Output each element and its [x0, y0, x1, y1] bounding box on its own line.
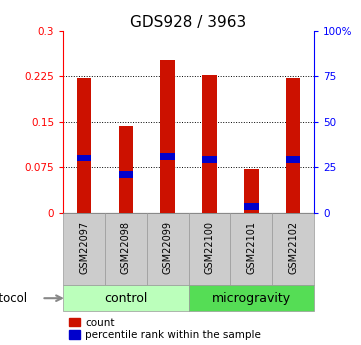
Bar	[118, 126, 133, 213]
Bar	[244, 169, 259, 213]
Bar	[188, 213, 230, 285]
Bar	[202, 75, 217, 213]
Bar	[147, 213, 188, 285]
Bar	[286, 78, 300, 213]
Bar	[244, 203, 259, 210]
Bar	[160, 153, 175, 160]
Bar	[118, 171, 133, 178]
Bar	[202, 156, 217, 162]
Bar	[63, 285, 188, 311]
Bar	[160, 60, 175, 213]
Text: GSM22099: GSM22099	[163, 221, 173, 274]
Text: GSM22100: GSM22100	[205, 221, 214, 274]
Text: microgravity: microgravity	[212, 292, 291, 305]
Text: control: control	[104, 292, 148, 305]
Title: GDS928 / 3963: GDS928 / 3963	[130, 15, 247, 30]
Bar	[188, 285, 314, 311]
Text: GSM22098: GSM22098	[121, 221, 131, 274]
Bar	[77, 155, 91, 161]
Text: protocol: protocol	[0, 292, 28, 305]
Bar	[63, 213, 105, 285]
Text: GSM22101: GSM22101	[246, 221, 256, 274]
Legend: count, percentile rank within the sample: count, percentile rank within the sample	[68, 316, 262, 341]
Text: GSM22102: GSM22102	[288, 221, 298, 274]
Bar	[105, 213, 147, 285]
Bar	[230, 213, 272, 285]
Bar	[77, 78, 91, 213]
Bar	[272, 213, 314, 285]
Bar	[286, 156, 300, 162]
Text: GSM22097: GSM22097	[79, 221, 89, 274]
